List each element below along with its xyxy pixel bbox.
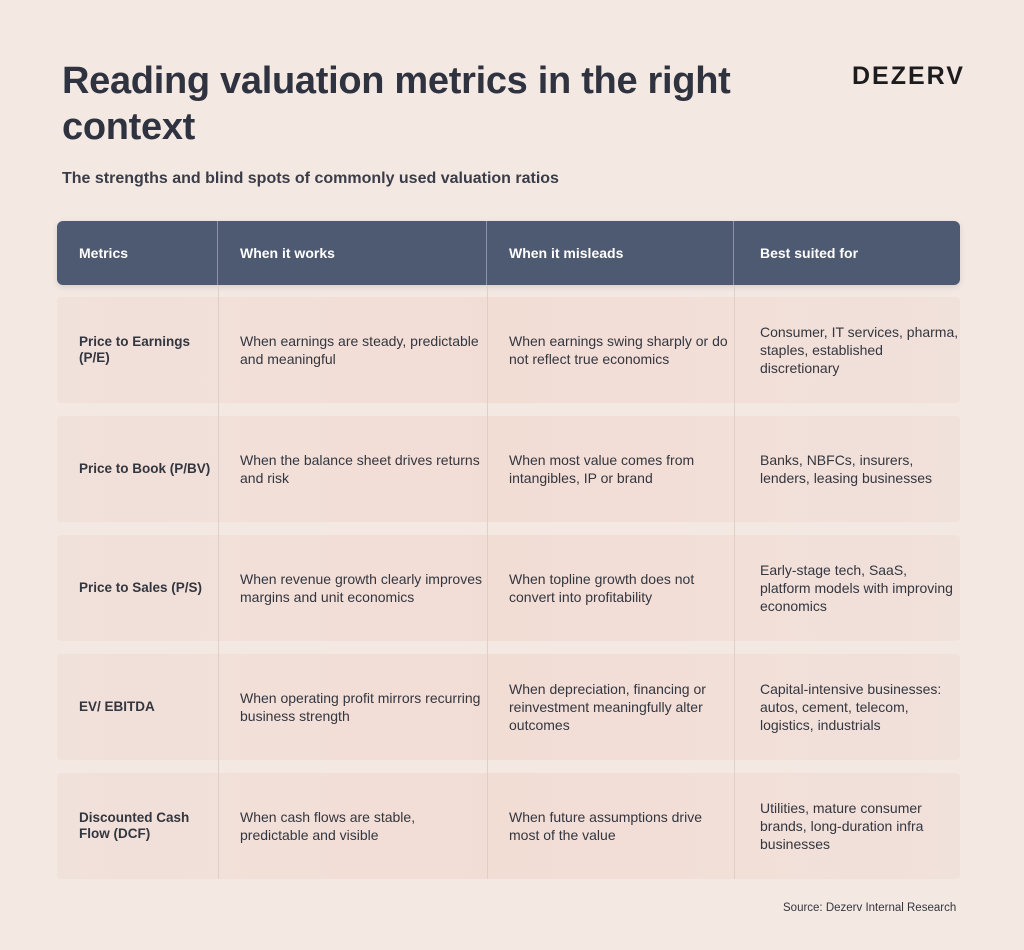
- best-suited-for-cell: Utilities, mature consumer brands, long-…: [760, 800, 924, 852]
- metric-name: Discounted Cash Flow (DCF): [79, 810, 190, 841]
- metric-name: Price to Earnings (P/E): [79, 334, 191, 365]
- valuation-metrics-table: Metrics When it works When it misleads B…: [57, 221, 960, 892]
- best-suited-for-cell: Capital-intensive businesses: autos, cem…: [760, 681, 942, 733]
- metric-name: EV/ EBITDA: [79, 699, 155, 714]
- column-header-best-suited-for: Best suited for: [760, 245, 859, 261]
- table-row: Discounted Cash Flow (DCF) When cash flo…: [57, 773, 960, 879]
- column-divider: [487, 285, 488, 879]
- table-row: EV/ EBITDA When operating profit mirrors…: [57, 654, 960, 760]
- table-row: Price to Book (P/BV) When the balance sh…: [57, 416, 960, 522]
- column-divider: [734, 285, 735, 879]
- column-header-when-it-misleads: When it misleads: [487, 221, 734, 285]
- page-subtitle: The strengths and blind spots of commonl…: [62, 170, 559, 187]
- page-title: Reading valuation metrics in the right c…: [62, 60, 731, 148]
- best-suited-for-cell: Banks, NBFCs, insurers, lenders, leasing…: [760, 452, 932, 486]
- best-suited-for-cell: Early-stage tech, SaaS, platform models …: [760, 562, 953, 614]
- when-it-works-cell: When operating profit mirrors recurring …: [240, 690, 481, 724]
- when-it-misleads-cell: When earnings swing sharply or do not re…: [509, 333, 728, 367]
- metric-name: Price to Sales (P/S): [79, 580, 203, 595]
- when-it-works-cell: When revenue growth clearly improves mar…: [240, 571, 482, 605]
- when-it-works-cell: When earnings are steady, predictable an…: [240, 333, 479, 367]
- when-it-misleads-cell: When depreciation, financing or reinvest…: [509, 681, 706, 733]
- metric-name: Price to Book (P/BV): [79, 461, 211, 476]
- when-it-misleads-cell: When topline growth does not convert int…: [509, 571, 695, 605]
- table-row: Price to Earnings (P/E) When earnings ar…: [57, 297, 960, 403]
- when-it-misleads-cell: When most value comes from intangibles, …: [509, 452, 695, 486]
- when-it-works-cell: When the balance sheet drives returns an…: [240, 452, 480, 486]
- table-header: Metrics When it works When it misleads B…: [57, 221, 960, 285]
- when-it-works-cell: When cash flows are stable, predictable …: [240, 809, 416, 843]
- table-body: Price to Earnings (P/E) When earnings ar…: [57, 285, 960, 879]
- column-header-metrics: Metrics: [57, 221, 218, 285]
- when-it-misleads-cell: When future assumptions drive most of th…: [509, 809, 702, 843]
- source-note: Source: Dezerv Internal Research: [783, 902, 957, 914]
- column-divider: [218, 285, 219, 879]
- best-suited-for-cell: Consumer, IT services, pharma, staples, …: [760, 324, 959, 376]
- brand-logo: DEZERV: [852, 62, 965, 90]
- column-header-when-it-works: When it works: [218, 221, 487, 285]
- table-row: Price to Sales (P/S) When revenue growth…: [57, 535, 960, 641]
